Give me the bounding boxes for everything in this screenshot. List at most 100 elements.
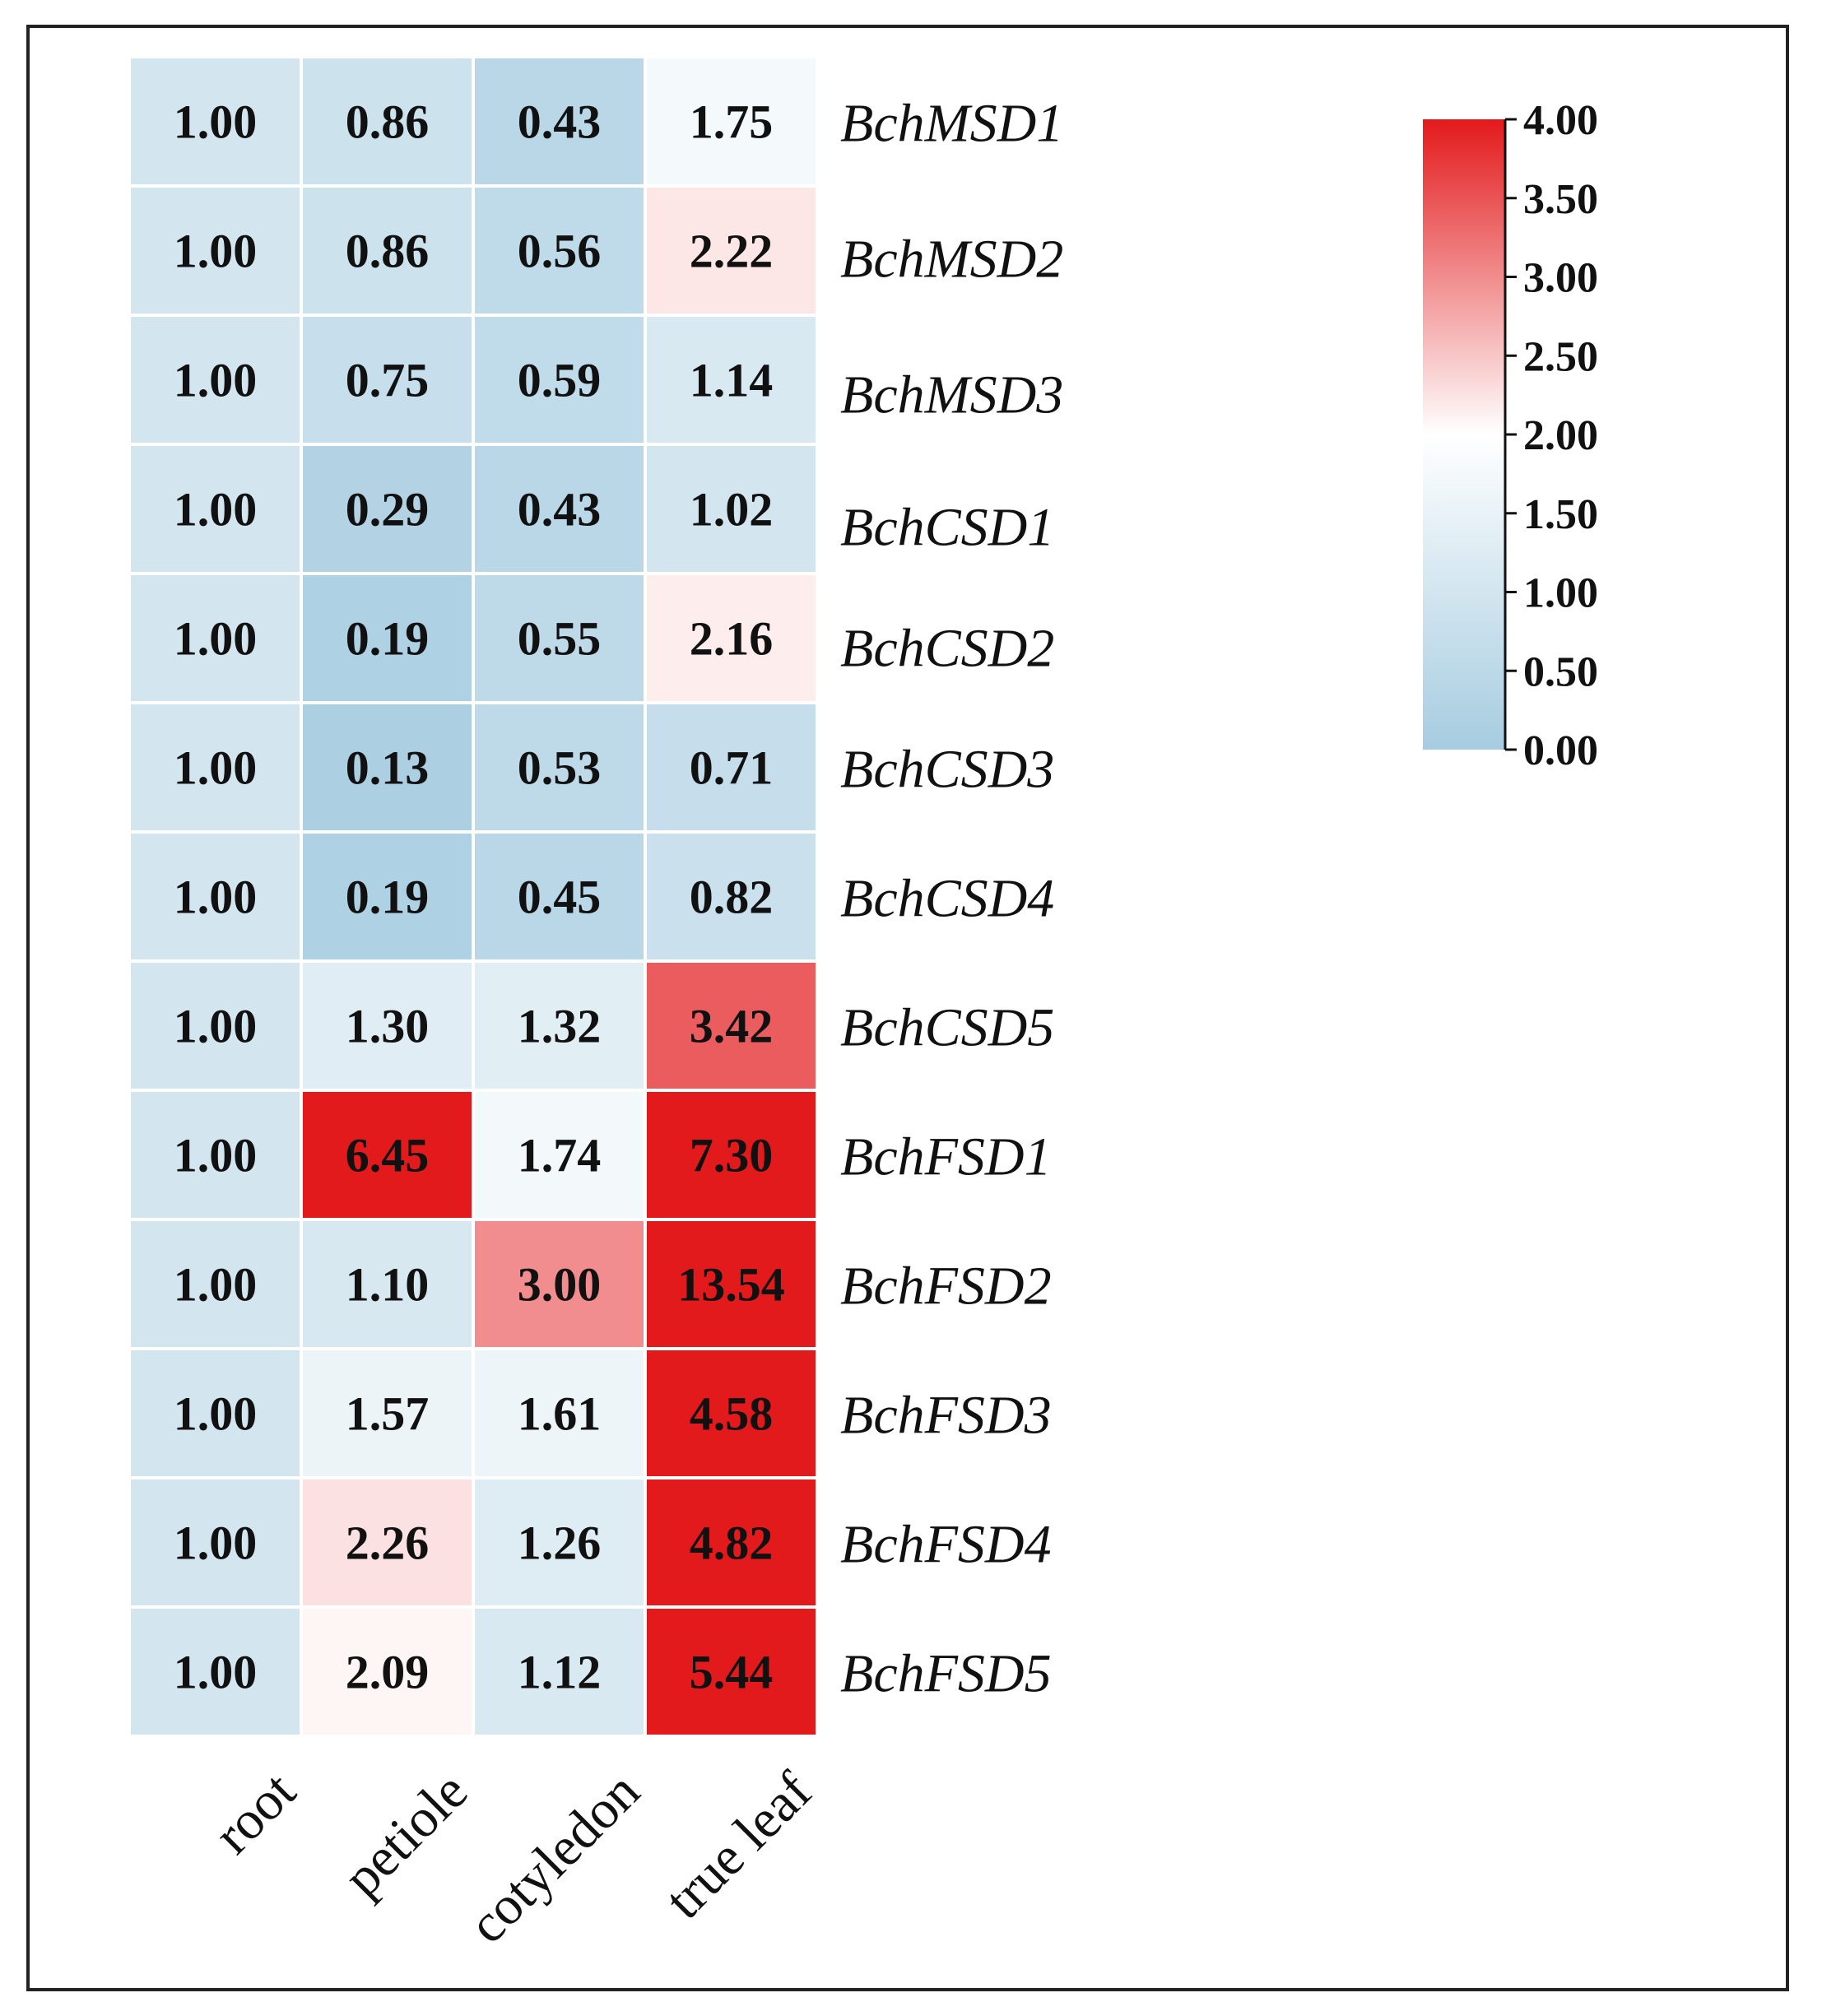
cell-value-label: 1.00	[174, 612, 258, 666]
heatmap-cell	[647, 1479, 816, 1605]
colorbar-tick-label: 1.50	[1523, 491, 1598, 538]
cell-value-label: 4.82	[690, 1517, 774, 1570]
heatmap-cell	[303, 446, 472, 572]
row-label: BchCSD4	[840, 869, 1054, 929]
heatmap-cell	[303, 704, 472, 830]
column-label: petiole	[332, 1761, 480, 1908]
row-label: BchFSD5	[840, 1644, 1052, 1704]
heatmap-cell	[131, 1350, 300, 1476]
row-label: BchMSD1	[840, 94, 1063, 154]
heatmap-cell	[647, 963, 816, 1089]
cell-value-label: 1.00	[174, 1387, 258, 1441]
heatmap-cell	[303, 1092, 472, 1218]
heatmap-cell	[131, 1609, 300, 1735]
heatmap-cell	[475, 1092, 644, 1218]
cell-value-label: 2.26	[346, 1517, 430, 1570]
row-label: BchCSD1	[840, 498, 1054, 558]
cell-value-label: 1.00	[174, 1258, 258, 1312]
heatmap-cell	[475, 704, 644, 830]
heatmap-cell	[303, 834, 472, 959]
column-label: root	[202, 1761, 307, 1865]
cell-value-label: 2.22	[690, 225, 774, 278]
heatmap-cell	[475, 58, 644, 184]
cell-value-label: 0.43	[518, 483, 602, 537]
colorbar: 0.00 0.50 1.00 1.50 2.00 2.50 3.00 3.50 4.00	[1423, 97, 1598, 774]
cell-value-label: 1.00	[174, 741, 258, 795]
cell-value-label: 1.00	[174, 95, 258, 149]
heatmap-cells	[131, 58, 816, 1735]
heatmap-cell-labels: 1.00 0.86 0.43 1.75 1.00 0.86 0.56 2.22 1.00 0.75…	[174, 95, 785, 1699]
heatmap-cell	[303, 575, 472, 701]
heatmap-cell	[475, 317, 644, 443]
cell-value-label: 0.29	[346, 483, 430, 537]
row-label: BchMSD2	[840, 230, 1063, 290]
heatmap-cell	[131, 188, 300, 314]
cell-value-label: 0.19	[346, 871, 430, 924]
cell-value-label: 1.57	[346, 1387, 430, 1441]
cell-value-label: 5.44	[690, 1646, 774, 1699]
heatmap-cell	[131, 446, 300, 572]
row-label: BchFSD4	[840, 1515, 1052, 1575]
heatmap-cell	[647, 317, 816, 443]
colorbar-tick-label: 0.00	[1523, 727, 1598, 774]
cell-value-label: 1.00	[174, 1646, 258, 1699]
row-label: BchCSD2	[840, 619, 1054, 679]
cell-value-label: 4.58	[690, 1387, 774, 1441]
colorbar-gradient	[1423, 119, 1505, 750]
cell-value-label: 1.00	[174, 871, 258, 924]
colorbar-tick-label: 4.00	[1523, 97, 1598, 144]
heatmap-cell	[303, 188, 472, 314]
heatmap-cell	[475, 188, 644, 314]
cell-value-label: 6.45	[346, 1129, 430, 1182]
row-label: BchFSD3	[840, 1386, 1052, 1446]
heatmap-cell	[131, 317, 300, 443]
heatmap-cell	[131, 1092, 300, 1218]
heatmap-cell	[475, 1609, 644, 1735]
cell-value-label: 0.19	[346, 612, 430, 666]
heatmap-cell	[131, 834, 300, 959]
heatmap-cell	[131, 575, 300, 701]
heatmap-cell	[647, 575, 816, 701]
cell-value-label: 13.54	[677, 1258, 785, 1312]
heatmap-cell	[647, 58, 816, 184]
cell-value-label: 2.16	[690, 612, 774, 666]
heatmap-cell	[647, 1221, 816, 1347]
row-label: BchCSD3	[840, 740, 1054, 800]
cell-value-label: 0.86	[346, 225, 430, 278]
heatmap-cell	[303, 317, 472, 443]
heatmap-cell	[647, 704, 816, 830]
colorbar-tick-label: 0.50	[1523, 648, 1598, 695]
heatmap-cell	[475, 834, 644, 959]
heatmap-cell	[475, 446, 644, 572]
cell-value-label: 1.61	[518, 1387, 602, 1441]
heatmap-cell	[647, 1609, 816, 1735]
row-label: BchFSD1	[840, 1127, 1052, 1187]
cell-value-label: 0.45	[518, 871, 602, 924]
colorbar-tick-label: 3.00	[1523, 255, 1598, 302]
cell-value-label: 1.14	[690, 354, 774, 407]
cell-value-label: 1.12	[518, 1646, 602, 1699]
heatmap-cell	[131, 58, 300, 184]
cell-value-label: 1.30	[346, 1000, 430, 1053]
cell-value-label: 0.59	[518, 354, 602, 407]
cell-value-label: 7.30	[690, 1129, 774, 1182]
heatmap-cell	[131, 1221, 300, 1347]
row-labels: BchMSD1 BchMSD2 BchMSD3 BchCSD1 BchCSD2 BchCS…	[840, 94, 1063, 1704]
cell-value-label: 1.00	[174, 1517, 258, 1570]
cell-value-label: 1.10	[346, 1258, 430, 1312]
cell-value-label: 0.75	[346, 354, 430, 407]
cell-value-label: 1.00	[174, 1000, 258, 1053]
cell-value-label: 1.00	[174, 354, 258, 407]
cell-value-label: 0.55	[518, 612, 602, 666]
cell-value-label: 3.42	[690, 1000, 774, 1053]
heatmap-cell	[475, 963, 644, 1089]
heatmap-cell	[131, 704, 300, 830]
colorbar-tick-label: 2.00	[1523, 412, 1598, 459]
heatmap-cell	[475, 1350, 644, 1476]
heatmap-cell	[303, 1221, 472, 1347]
heatmap-cell	[303, 58, 472, 184]
heatmap-cell	[647, 1092, 816, 1218]
heatmap-cell	[475, 1479, 644, 1605]
